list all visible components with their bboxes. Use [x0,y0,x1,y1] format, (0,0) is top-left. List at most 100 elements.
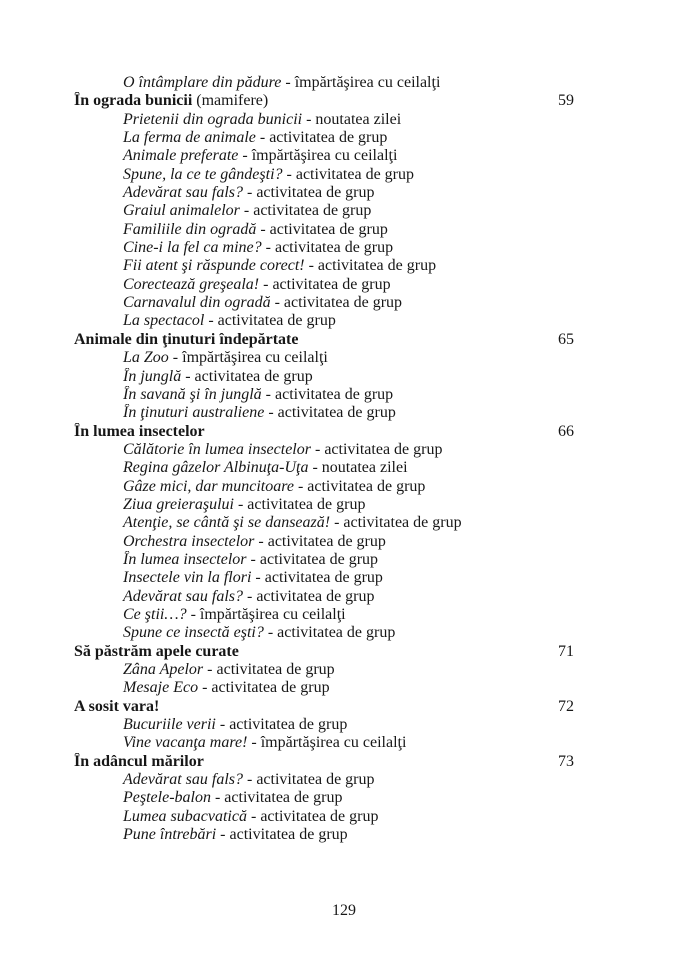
entry-description: - activitatea de grup [261,239,394,257]
toc-line-text: Orchestra insectelor - activitatea de gr… [74,533,386,551]
toc-page-number: 72 [558,697,574,715]
toc-entry-row: Bucuriile verii - activitatea de grup [74,716,574,734]
entry-title: Graiul animalelor [123,202,240,220]
toc-line-text: Pune întrebări - activitatea de grup [74,826,348,844]
toc-entry-row: Carnavalul din ogradă - activitatea de g… [74,294,574,312]
entry-title: O întâmplare din pădure [123,74,282,91]
entry-description: - activitatea de grup [215,716,348,734]
toc-entry-row: O întâmplare din pădure - împărtăşirea c… [74,74,574,92]
toc-entry-row: Zâna Apelor - activitatea de grup [74,661,574,679]
toc-line-text: Animale din ţinuturi îndepărtate [74,331,298,349]
entry-description: - activitatea de grup [246,550,379,568]
toc-entry-row: Corectează greşeala! - activitatea de gr… [74,276,574,294]
entry-description: - activitatea de grup [216,826,348,844]
toc-line-text: La spectacol - activitatea de grup [74,312,336,330]
entry-title: Fii atent şi răspunde corect! [123,257,305,275]
toc-page-number: 71 [558,642,574,660]
toc-entry-row: Mesaje Eco - activitatea de grup [74,679,574,697]
entry-description: - noutatea zilei [308,459,408,477]
toc-line-text: Vine vacanţa mare! - împărtăşirea cu cei… [74,734,406,752]
toc-line-text: La Zoo - împărtăşirea cu ceilalţi [74,349,328,367]
toc-entry-row: Spune ce insectă eşti? - activitatea de … [74,624,574,642]
entry-description: - activitatea de grup [282,165,415,183]
entry-description: - activitatea de grup [204,312,336,330]
toc-entry-row: Călătorie în lumea insectelor - activita… [74,441,574,459]
toc-line-text: Ziua greieraşului - activitatea de grup [74,496,365,514]
section-title: În lumea insectelor [74,422,205,440]
entry-title: Insectele vin la flori [123,569,252,587]
toc-line-text: Adevărat sau fals? - activitatea de grup [74,588,375,606]
toc-entry-row: Orchestra insectelor - activitatea de gr… [74,533,574,551]
toc-entry-row: Vine vacanţa mare! - împărtăşirea cu cei… [74,734,574,752]
entry-description: - activitatea de grup [243,587,375,605]
toc-line-text: Călătorie în lumea insectelor - activita… [74,441,442,459]
entry-title: Gâze mici, dar muncitoare [123,477,294,495]
toc-line-text: Gâze mici, dar muncitoare - activitatea … [74,478,425,496]
entry-title: La Zoo [123,349,169,367]
section-title: În ograda bunicii [74,92,193,110]
toc-line-text: Spune ce insectă eşti? - activitatea de … [74,624,395,642]
toc-section-row: În lumea insectelor 66 [74,423,574,441]
entry-title: Adevărat sau fals? [123,587,243,605]
section-note: (mamifere) [192,92,269,110]
entry-description: - activitatea de grup [310,440,443,458]
entry-description: - activitatea de grup [254,532,386,550]
entry-title: Animale preferate [123,147,239,165]
toc-line-text: Să păstrăm apele curate [74,643,239,661]
entry-description: - împărtăşirea cu ceilalţi [247,734,407,752]
table-of-contents: O întâmplare din pădure - împărtăşirea c… [74,74,574,844]
entry-title: Mesaje Eco [123,679,199,697]
toc-section-row: În ograda bunicii (mamifere) 59 [74,92,574,110]
entry-title: Adevărat sau fals? [123,771,243,789]
toc-line-text: Bucuriile verii - activitatea de grup [74,716,347,734]
entry-description: - împărtăşirea cu ceilalţi [186,605,346,623]
entry-description: - activitatea de grup [255,129,388,147]
entry-title: Familiile din ogradă [123,220,257,238]
toc-line-text: Zâna Apelor - activitatea de grup [74,661,335,679]
entry-description: - activitatea de grup [264,404,396,422]
entry-description: - activitatea de grup [203,661,335,678]
toc-section-row: Animale din ţinuturi îndepărtate 65 [74,331,574,349]
entry-title: Pune întrebări [123,826,217,844]
toc-line-text: Familiile din ogradă - activitatea de gr… [74,221,388,239]
toc-entry-row: Ce ştii…? - împărtăşirea cu ceilalţi [74,606,574,624]
toc-line-text: În ograda bunicii (mamifere) [74,92,268,110]
entry-title: Călătorie în lumea insectelor [123,440,311,458]
entry-title: Cine-i la fel ca mine? [123,239,262,257]
entry-title: În ţinuturi australiene [123,404,265,422]
entry-title: Regina gâzelor Albinuţa-Uţa [123,459,309,477]
toc-line-text: Adevărat sau fals? - activitatea de grup [74,184,375,202]
toc-line-text: Fii atent şi răspunde corect! - activita… [74,257,436,275]
toc-entry-row: La spectacol - activitatea de grup [74,312,574,330]
toc-entry-row: Pune întrebări - activitatea de grup [74,826,574,844]
toc-entry-row: În ţinuturi australiene - activitatea de… [74,404,574,422]
entry-title: Adevărat sau fals? [123,184,243,202]
entry-description: - noutatea zilei [302,110,402,128]
toc-entry-row: Adevărat sau fals? - activitatea de grup [74,184,574,202]
toc-entry-row: Adevărat sau fals? - activitatea de grup [74,771,574,789]
section-title: A sosit vara! [74,697,160,715]
toc-line-text: Peştele-balon - activitatea de grup [74,789,342,807]
toc-entry-row: Animale preferate - împărtăşirea cu ceil… [74,147,574,165]
section-title: Animale din ţinuturi îndepărtate [74,330,299,348]
entry-title: În lumea insectelor [123,550,247,568]
toc-entry-row: Lumea subacvatică - activitatea de grup [74,808,574,826]
entry-description: - activitatea de grup [263,624,396,642]
entry-title: Ce ştii…? [123,605,187,623]
toc-line-text: Carnavalul din ogradă - activitatea de g… [74,294,402,312]
toc-line-text: A sosit vara! [74,698,159,716]
toc-line-text: Prietenii din ograda bunicii - noutatea … [74,111,401,129]
toc-entry-row: Atenţie, se cântă şi se dansează! - acti… [74,514,574,532]
toc-line-text: Regina gâzelor Albinuţa-Uţa - noutatea z… [74,459,408,477]
toc-line-text: În lumea insectelor [74,423,205,441]
entry-title: Carnavalul din ogradă [123,294,271,312]
entry-title: Prietenii din ograda bunicii [123,110,303,128]
entry-description: - activitatea de grup [256,220,388,238]
toc-section-row: A sosit vara! 72 [74,698,574,716]
entry-description: - activitatea de grup [243,771,375,789]
entry-description: - activitatea de grup [239,202,372,220]
entry-title: Ziua greieraşului [123,495,234,513]
entry-description: - activitatea de grup [261,385,394,403]
toc-entry-row: Graiul animalelor - activitatea de grup [74,202,574,220]
entry-title: Spune, la ce te gândeşti? [123,165,283,183]
